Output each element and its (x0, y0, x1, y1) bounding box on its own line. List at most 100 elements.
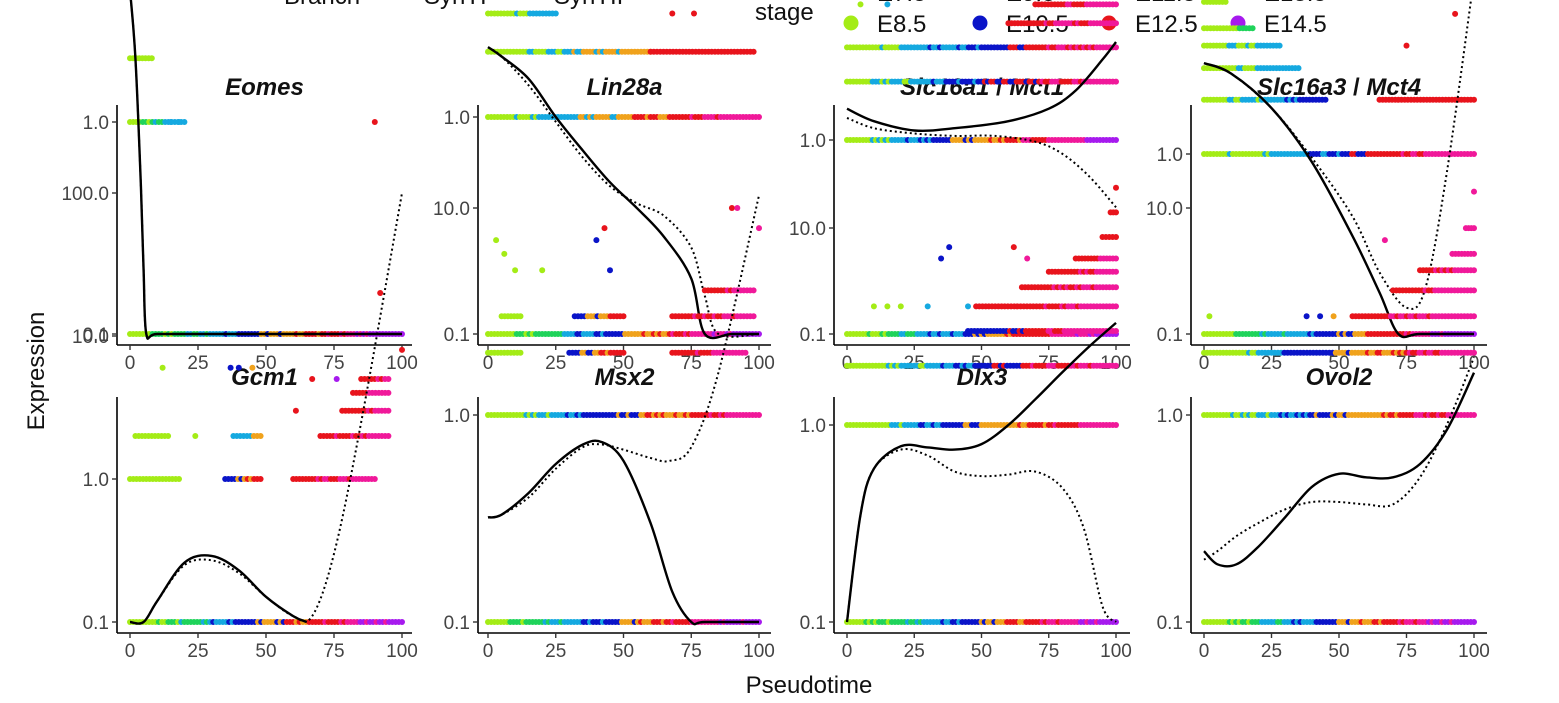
fit-line-syntii (129, 0, 402, 340)
cell-point (897, 303, 904, 310)
x-tick-label: 100 (386, 641, 418, 662)
x-tick-label: 25 (904, 641, 925, 662)
x-tick-label: 25 (1261, 353, 1282, 374)
panel-title: Ovol2 (1306, 364, 1373, 391)
x-tick-label: 75 (681, 641, 702, 662)
cell-point (1010, 244, 1017, 251)
fit-line-synti (846, 41, 1117, 133)
x-tick-label: 0 (1199, 641, 1210, 662)
cell-point (1113, 20, 1119, 27)
panel-msx2: Msx2 0.1 1.0 10.0 0 25 50 75 100 (433, 195, 775, 662)
cell-point (607, 267, 613, 274)
cell-point (870, 303, 877, 310)
cell-point (181, 119, 188, 125)
cell-point (1471, 619, 1477, 625)
cell-point (884, 1, 891, 8)
cell-point (165, 433, 172, 439)
cell-point (1113, 1, 1119, 8)
y-tick-label: 10.0 (433, 199, 470, 220)
cell-point (377, 290, 384, 296)
cell-point (1024, 255, 1031, 262)
cell-point (750, 313, 757, 320)
x-tick-label: 75 (323, 353, 344, 374)
fit-line-syntii (487, 195, 760, 519)
cell-point (512, 267, 519, 274)
cell-point (965, 303, 971, 310)
cell-point (691, 10, 697, 17)
y-tick-label: 0.1 (800, 325, 826, 346)
y-tick-label: 0.1 (800, 613, 826, 634)
scatter-points (485, 205, 762, 625)
cell-point (385, 433, 392, 439)
cell-point (292, 407, 299, 414)
x-tick-label: 75 (681, 353, 702, 374)
x-tick-label: 50 (1328, 353, 1349, 374)
cell-point (1471, 349, 1477, 356)
cell-point (728, 205, 735, 211)
cell-point (756, 114, 762, 120)
cell-point (1222, 0, 1229, 5)
cell-point (1322, 96, 1329, 103)
stage-legend-title: stage (755, 0, 814, 26)
cell-point (167, 119, 174, 125)
cell-point (742, 349, 749, 356)
cell-point (385, 389, 392, 396)
scatter-points (127, 55, 405, 337)
panel-title: Eomes (225, 74, 304, 101)
cell-point (620, 349, 627, 356)
x-tick-label: 75 (323, 641, 344, 662)
cell-point (1113, 209, 1119, 216)
fit-line-synti (1203, 372, 1476, 568)
cell-point (257, 476, 264, 482)
y-tick-label: 0.1 (1157, 325, 1183, 346)
y-tick-label: 1.0 (444, 406, 470, 427)
fit-line-synti (487, 46, 759, 340)
x-tick-label: 0 (125, 641, 136, 662)
stage-legend-label: E9.5 (1006, 0, 1055, 7)
cell-point (1249, 25, 1256, 32)
cell-point (938, 255, 945, 262)
cell-point (249, 364, 256, 371)
fit-line-syntii (129, 192, 403, 625)
y-tick-label: 0.1 (1157, 613, 1183, 634)
cell-point (924, 303, 931, 310)
y-tick-label: 0.1 (444, 613, 470, 634)
stage-legend-label: E7.5 (877, 0, 926, 7)
cell-point (192, 433, 199, 439)
fit-line-syntii (846, 448, 1117, 623)
stage-legend-label: E8.5 (877, 11, 926, 38)
y-tick-label: 0.1 (83, 325, 109, 346)
cell-point (734, 205, 741, 211)
cell-point (1113, 422, 1119, 428)
branch-legend: Branch SynTI SynTII (284, 0, 623, 10)
fit-line-synti (129, 554, 308, 625)
x-tick-label: 50 (255, 353, 276, 374)
x-tick-label: 50 (255, 641, 276, 662)
x-tick-label: 100 (1100, 641, 1132, 662)
x-tick-label: 25 (545, 353, 566, 374)
cell-point (1276, 42, 1283, 49)
stage-legend-label: E14.5 (1264, 11, 1327, 38)
cell-point (1113, 268, 1119, 275)
cell-point (884, 303, 891, 310)
y-tick-label: 1.0 (83, 113, 109, 134)
cell-point (309, 376, 316, 382)
x-tick-label: 50 (971, 641, 992, 662)
cell-point (1113, 255, 1119, 262)
cell-point (176, 476, 182, 482)
x-tick-label: 100 (1458, 353, 1490, 374)
cell-point (620, 313, 627, 320)
panel-title: Gcm1 (231, 364, 298, 391)
x-tick-label: 25 (1261, 641, 1282, 662)
fit-line-synti (1203, 61, 1474, 339)
cell-point (1381, 237, 1388, 244)
cell-point (1317, 313, 1324, 320)
scatter-points (1201, 188, 1477, 625)
cell-point (552, 10, 559, 17)
cell-point (1471, 287, 1477, 294)
panel-ovol2: Ovol2 0.1 1.0 10.0 0 25 50 75 100 (1146, 188, 1490, 662)
x-tick-label: 0 (483, 353, 494, 374)
